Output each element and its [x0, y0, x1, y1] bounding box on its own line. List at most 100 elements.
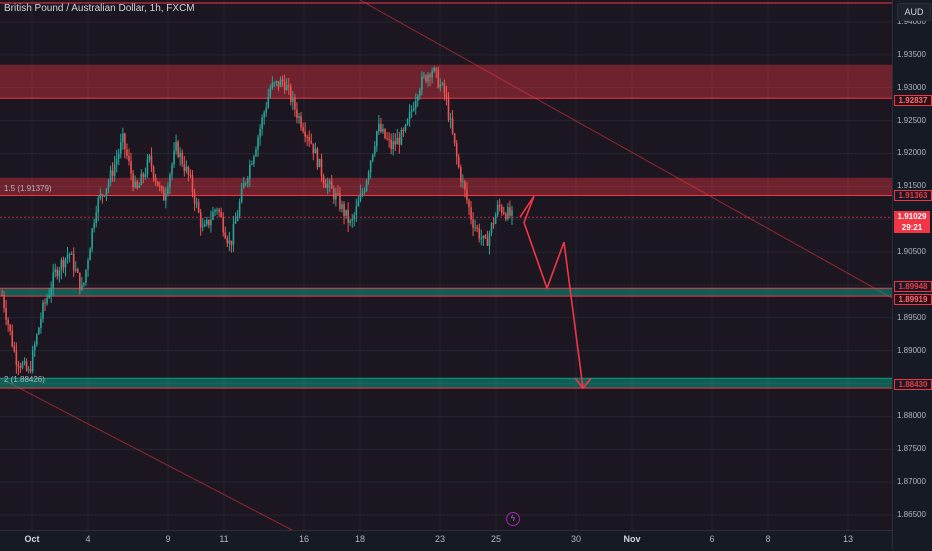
currency-button[interactable]: AUD — [897, 3, 931, 21]
time-axis[interactable]: Oct 4 9 11 16 18 23 25 30 Nov 6 8 13 — [0, 530, 892, 551]
candle-body — [490, 223, 493, 234]
candle-body — [165, 193, 167, 201]
candle-body — [476, 227, 478, 229]
candle-body — [412, 108, 415, 111]
candle-body — [128, 155, 130, 161]
price-axis-label: 1.94000 — [897, 17, 926, 26]
candle-body — [492, 223, 495, 225]
candle-body — [505, 213, 507, 219]
candle-body — [373, 146, 376, 155]
candle-body — [87, 260, 89, 270]
candle-body — [230, 240, 233, 245]
candle-body — [218, 209, 220, 213]
candle-body — [347, 209, 349, 223]
candle-body — [15, 351, 18, 365]
candle-body — [271, 82, 274, 89]
candle-body — [279, 79, 282, 87]
candle-body — [500, 206, 503, 213]
candle-body — [462, 181, 464, 183]
candle-body — [68, 253, 71, 255]
candle-body — [443, 83, 446, 94]
price-axis-label: 1.92000 — [897, 148, 926, 158]
candle-body — [451, 118, 454, 134]
candle-body — [214, 209, 216, 212]
candle-body — [441, 83, 444, 85]
price-axis[interactable]: 1.94000 1.93500 1.93000 1.92500 1.92000 1.915… — [892, 0, 932, 550]
candle-body — [408, 111, 411, 120]
candle-body — [13, 346, 16, 352]
candle-body — [119, 142, 122, 154]
candle-body — [349, 220, 351, 223]
candle-body — [134, 181, 136, 188]
candle-body — [95, 212, 98, 224]
candle-body — [298, 116, 300, 119]
candle-body — [46, 297, 48, 304]
candle-body — [17, 364, 20, 367]
candle-body — [19, 366, 22, 368]
fib-label-1-5: 1.5 (1.91379) — [4, 184, 52, 193]
candle-body — [267, 96, 270, 108]
candle-body — [42, 302, 44, 319]
price-axis-label: 1.90500 — [897, 247, 926, 257]
candle-body — [345, 209, 347, 216]
price-axis-label: 1.91500 — [897, 181, 926, 191]
price-tag-support-top: 1.89948 — [894, 281, 932, 292]
candle-body — [453, 133, 456, 144]
candle-body — [421, 76, 423, 91]
time-axis-label: 23 — [434, 534, 446, 544]
candle-body — [427, 74, 429, 82]
candle-body — [406, 119, 409, 125]
candle-body — [197, 202, 200, 213]
candle-body — [11, 330, 14, 347]
candle-body — [242, 183, 245, 189]
candle-body — [79, 272, 81, 290]
candle-body — [388, 138, 390, 140]
time-axis-label: 13 — [842, 534, 854, 544]
candle-body — [109, 170, 112, 183]
candle-body — [300, 116, 302, 128]
candle-body — [263, 112, 265, 118]
candle-body — [400, 129, 403, 145]
symbol-title: British Pound / Australian Dollar, 1h, F… — [4, 3, 195, 14]
chart-svg[interactable] — [0, 0, 892, 530]
candle-body — [498, 204, 501, 207]
candle-body — [89, 248, 91, 261]
time-axis-label: 18 — [354, 534, 366, 544]
time-axis-label: 16 — [298, 534, 310, 544]
candle-body — [355, 206, 358, 216]
candle-body — [333, 188, 335, 200]
candle-body — [402, 129, 405, 131]
candle-body — [177, 141, 179, 157]
price-tag-fib-2: 1.88430 — [894, 379, 932, 390]
candle-body — [83, 282, 85, 285]
candle-body — [425, 75, 427, 82]
lightning-icon[interactable]: ϟ — [506, 512, 520, 526]
candle-body — [81, 284, 83, 290]
candle-body — [187, 166, 190, 175]
candle-body — [169, 174, 171, 188]
candle-body — [445, 93, 448, 99]
candle-body — [257, 137, 259, 150]
candle-body — [312, 143, 315, 154]
last-price-tag: 1.91029 — [894, 211, 930, 222]
candle-body — [163, 189, 165, 201]
candle-body — [253, 156, 255, 164]
candle-body — [468, 200, 470, 208]
candle-body — [148, 155, 151, 160]
chart-canvas[interactable]: British Pound / Australian Dollar, 1h, F… — [0, 0, 892, 530]
candle-body — [285, 85, 288, 91]
candle-body — [1, 294, 3, 296]
candle-body — [435, 67, 438, 71]
candle-body — [236, 215, 239, 221]
candle-body — [326, 184, 329, 188]
candle-body — [359, 193, 362, 202]
candle-body — [455, 143, 458, 157]
candle-body — [449, 118, 452, 120]
price-axis-label: 1.89000 — [897, 345, 926, 355]
candle-body — [244, 182, 247, 184]
candle-body — [201, 226, 204, 228]
candle-body — [146, 159, 149, 175]
candle-body — [50, 288, 52, 295]
candle-body — [330, 181, 333, 189]
candle-body — [474, 227, 476, 229]
